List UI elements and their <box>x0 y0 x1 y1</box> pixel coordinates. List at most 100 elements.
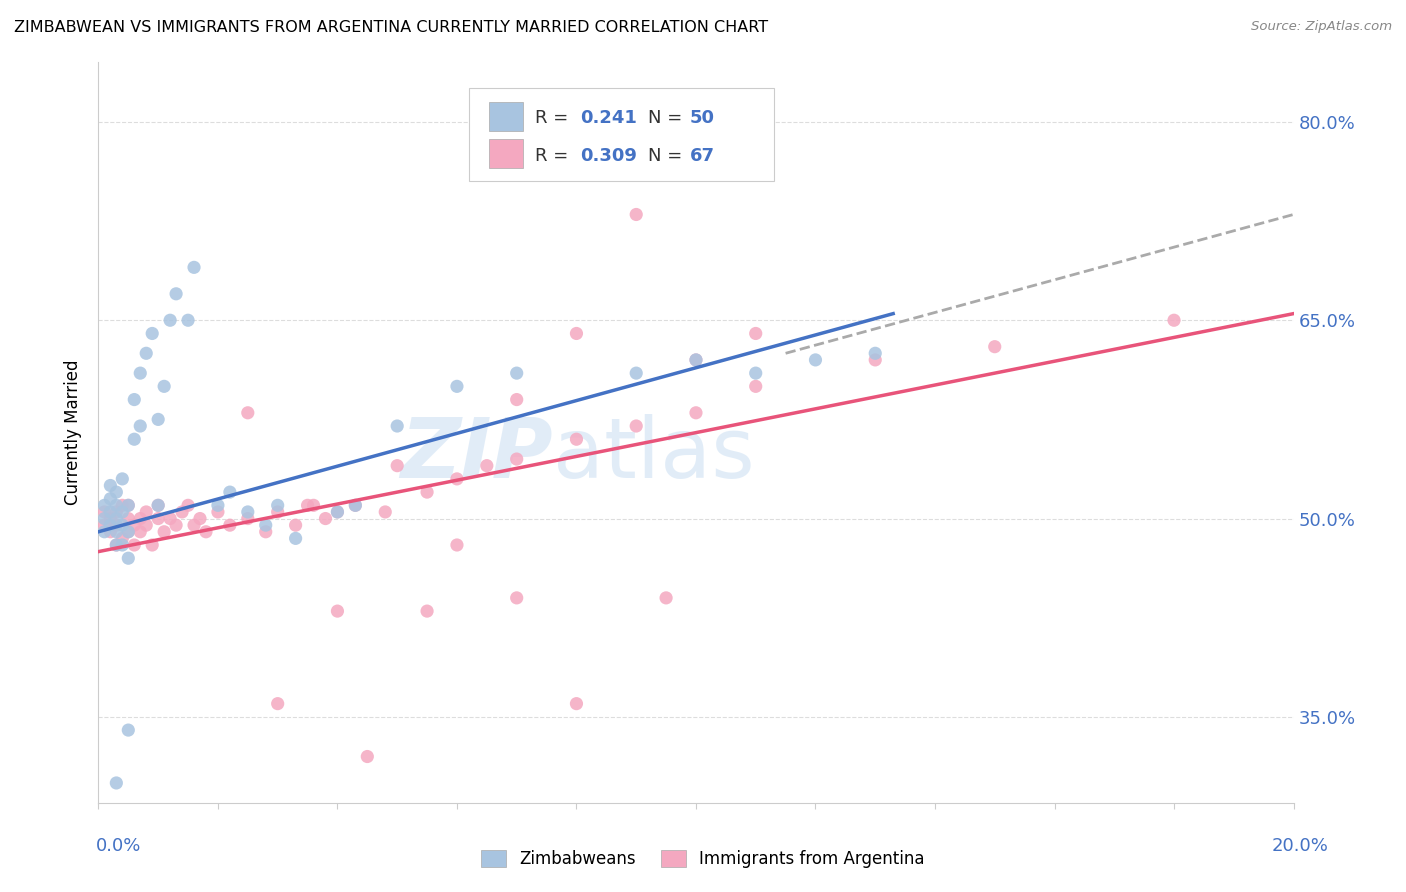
Point <box>177 499 200 513</box>
Point <box>148 499 170 513</box>
Point <box>804 352 827 367</box>
Point <box>302 499 325 513</box>
Point <box>98 491 122 506</box>
Point <box>117 551 139 566</box>
Point <box>124 538 146 552</box>
Point <box>195 524 218 539</box>
Point <box>344 499 367 513</box>
Point <box>124 518 146 533</box>
Point <box>326 604 349 618</box>
Point <box>865 352 887 367</box>
Point <box>111 499 134 513</box>
Point <box>183 260 205 275</box>
Point <box>685 352 707 367</box>
Point <box>124 432 146 446</box>
Point <box>356 749 378 764</box>
Point <box>297 499 319 513</box>
Point <box>98 518 122 533</box>
Point <box>374 505 396 519</box>
Point <box>98 478 122 492</box>
Point <box>626 419 648 434</box>
Point <box>655 591 678 605</box>
Point <box>105 518 128 533</box>
FancyBboxPatch shape <box>489 102 523 131</box>
Point <box>117 723 139 737</box>
Text: 0.0%: 0.0% <box>96 837 141 855</box>
Point <box>446 379 468 393</box>
Point <box>188 511 211 525</box>
Point <box>129 419 152 434</box>
Point <box>117 511 139 525</box>
Point <box>745 366 768 380</box>
Point <box>105 485 128 500</box>
Text: N =: N = <box>648 109 688 127</box>
Text: ZIP: ZIP <box>399 414 553 495</box>
Point <box>745 379 768 393</box>
Point <box>153 524 176 539</box>
Point <box>165 286 187 301</box>
Point <box>135 346 157 360</box>
Point <box>236 406 259 420</box>
Point <box>111 518 134 533</box>
Point <box>141 538 163 552</box>
Point <box>117 524 139 539</box>
Point <box>159 511 181 525</box>
Point <box>1163 313 1185 327</box>
Point <box>93 518 115 533</box>
Point <box>446 538 468 552</box>
FancyBboxPatch shape <box>489 138 523 169</box>
Point <box>105 776 128 790</box>
Point <box>159 313 181 327</box>
Point <box>98 511 122 525</box>
Point <box>124 392 146 407</box>
Point <box>236 511 259 525</box>
Point <box>219 518 242 533</box>
Point <box>93 505 115 519</box>
Point <box>93 499 115 513</box>
Point <box>506 392 529 407</box>
Point <box>148 412 170 426</box>
Point <box>236 505 259 519</box>
Point <box>129 511 152 525</box>
Point <box>315 511 337 525</box>
Point <box>105 511 128 525</box>
Point <box>267 499 290 513</box>
Point <box>153 379 176 393</box>
Point <box>626 207 648 221</box>
Point <box>148 499 170 513</box>
Point <box>129 524 152 539</box>
Point <box>326 505 349 519</box>
Point <box>475 458 498 473</box>
Point <box>105 499 128 513</box>
Point <box>129 366 152 380</box>
Text: 67: 67 <box>690 147 716 165</box>
Point <box>111 532 134 546</box>
Text: Source: ZipAtlas.com: Source: ZipAtlas.com <box>1251 20 1392 33</box>
Point <box>984 340 1007 354</box>
Point <box>254 518 277 533</box>
Point <box>135 518 157 533</box>
Point <box>267 697 290 711</box>
Point <box>219 485 242 500</box>
Point <box>506 366 529 380</box>
Point <box>111 538 134 552</box>
Point <box>117 524 139 539</box>
Point <box>98 505 122 519</box>
Text: 20.0%: 20.0% <box>1272 837 1329 855</box>
Point <box>111 472 134 486</box>
Point <box>165 518 187 533</box>
Point <box>117 499 139 513</box>
Point <box>135 505 157 519</box>
Point <box>326 505 349 519</box>
Point <box>183 518 205 533</box>
Text: R =: R = <box>534 147 574 165</box>
Point <box>98 524 122 539</box>
Point <box>105 538 128 552</box>
Text: R =: R = <box>534 109 574 127</box>
Point <box>141 326 163 341</box>
Point <box>385 419 409 434</box>
Point <box>385 458 409 473</box>
Point <box>565 432 588 446</box>
Point <box>565 697 588 711</box>
Text: 0.309: 0.309 <box>581 147 637 165</box>
